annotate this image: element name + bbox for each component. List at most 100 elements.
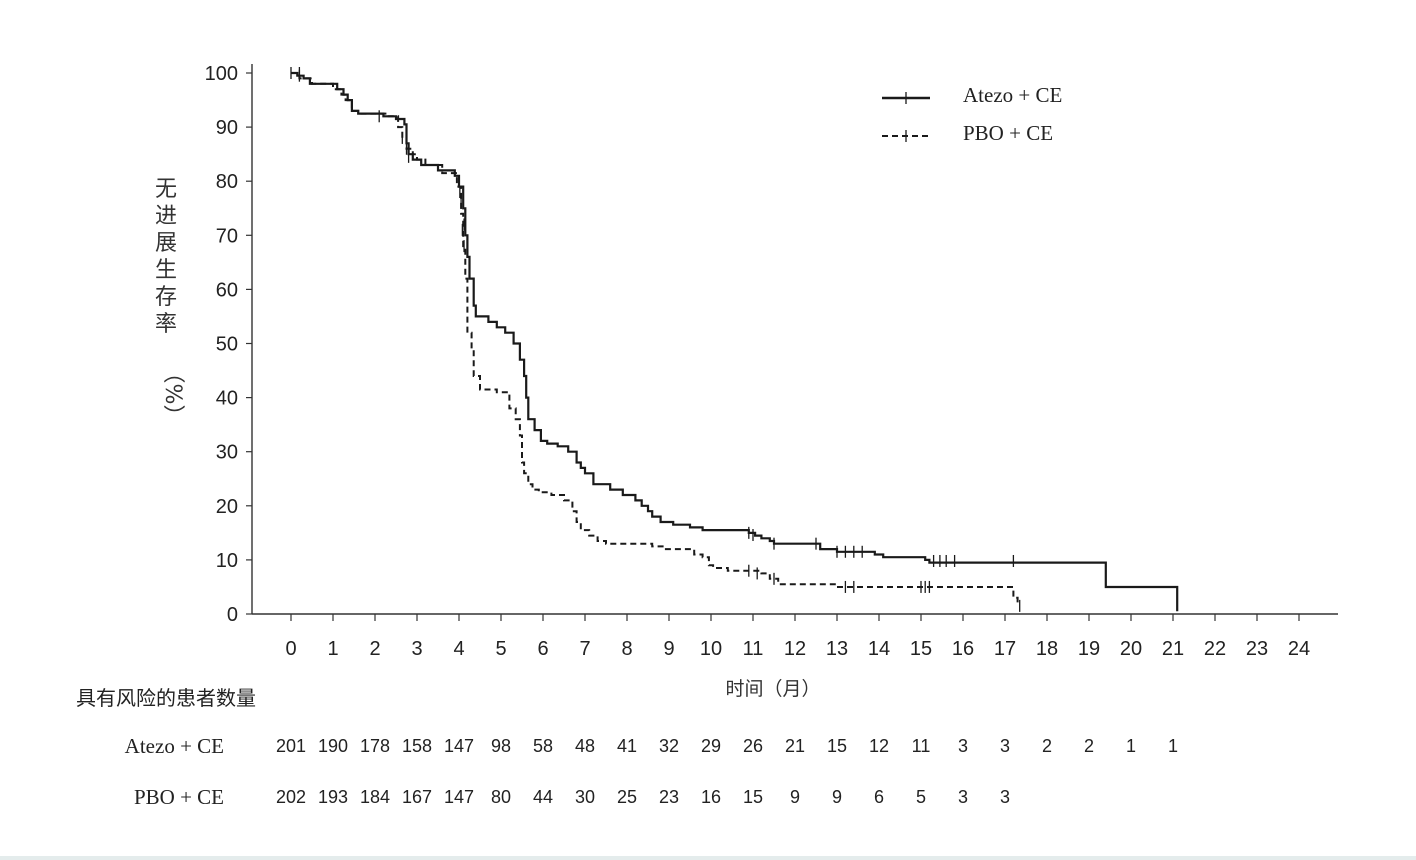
risk-count: 2 [1042, 736, 1052, 756]
risk-count: 3 [1000, 736, 1010, 756]
y-tick-label: 70 [216, 225, 238, 247]
risk-table: 具有风险的患者数量 Atezo + CE 201 190 178 158 147 98 58 4… [76, 686, 1178, 809]
x-tick-label: 7 [579, 638, 590, 660]
y-axis-label-char: 无 [155, 177, 177, 202]
risk-count: 6 [874, 787, 884, 807]
risk-count: 1 [1126, 736, 1136, 756]
risk-count: 201 [276, 736, 306, 756]
series-atezo-ce [290, 67, 1179, 612]
risk-count: 26 [743, 736, 763, 756]
bottom-strip [0, 856, 1416, 860]
risk-count: 3 [958, 787, 968, 807]
y-tick-label: 90 [216, 117, 238, 139]
x-tick-label: 11 [743, 638, 764, 660]
risk-table-title: 具有风险的患者数量 [76, 686, 256, 710]
risk-count: 147 [444, 787, 474, 807]
x-tick-label: 13 [826, 638, 848, 660]
x-tick-label: 16 [952, 638, 974, 660]
risk-row-label: Atezo + CE [125, 734, 224, 758]
risk-count: 23 [659, 787, 679, 807]
risk-count: 158 [402, 736, 432, 756]
risk-count: 80 [491, 787, 511, 807]
y-axis-label-char: 展 [155, 231, 177, 256]
risk-count: 11 [912, 736, 931, 756]
risk-count: 15 [743, 787, 763, 807]
y-axis-label-char: 生 [155, 258, 177, 283]
risk-count: 190 [318, 736, 348, 756]
x-tick-label: 24 [1288, 638, 1310, 660]
x-tick-label: 12 [784, 638, 806, 660]
risk-count: 202 [276, 787, 306, 807]
risk-count: 3 [1000, 787, 1010, 807]
x-tick-label: 14 [868, 638, 890, 660]
x-tick-label: 0 [285, 638, 296, 660]
x-tick-label: 22 [1204, 638, 1226, 660]
x-tick-label: 3 [411, 638, 422, 660]
y-tick-label: 80 [216, 171, 238, 193]
x-tick-label: 5 [495, 638, 506, 660]
risk-count: 1 [1168, 736, 1178, 756]
y-tick-label: 50 [216, 334, 238, 356]
legend-label-atezo-ce: Atezo + CE [963, 83, 1062, 107]
risk-count: 12 [869, 736, 889, 756]
x-tick-label: 8 [621, 638, 632, 660]
x-tick-label: 10 [700, 638, 722, 660]
risk-count: 9 [832, 787, 842, 807]
series-pbo-ce [291, 67, 1021, 612]
risk-count: 21 [785, 736, 805, 756]
y-tick-label: 0 [227, 604, 238, 626]
risk-count: 9 [790, 787, 800, 807]
survival-curves [290, 67, 1179, 612]
risk-count: 41 [617, 736, 637, 756]
y-axis-label-char: 进 [155, 204, 177, 229]
risk-count: 2 [1084, 736, 1094, 756]
risk-count: 30 [575, 787, 595, 807]
risk-count: 167 [402, 787, 432, 807]
x-tick-label: 4 [453, 638, 464, 660]
y-tick-label: 30 [216, 442, 238, 464]
x-tick-label: 15 [910, 638, 932, 660]
survival-curve-line [291, 72, 1019, 606]
x-tick-label: 23 [1246, 638, 1268, 660]
risk-count: 147 [444, 736, 474, 756]
risk-count: 32 [659, 736, 679, 756]
legend-label-pbo-ce: PBO + CE [963, 121, 1053, 145]
y-axis-label-unit: （%） [160, 362, 185, 427]
x-tick-label: 21 [1162, 638, 1184, 660]
x-tick-label: 18 [1036, 638, 1058, 660]
y-tick-label: 60 [216, 279, 238, 301]
risk-count: 16 [701, 787, 721, 807]
risk-count: 58 [533, 736, 553, 756]
risk-count: 193 [318, 787, 348, 807]
risk-count: 44 [533, 787, 553, 807]
y-tick-label: 20 [216, 496, 238, 518]
risk-count: 184 [360, 787, 390, 807]
y-tick-label: 40 [216, 388, 238, 410]
risk-count: 3 [958, 736, 968, 756]
risk-count: 29 [701, 736, 721, 756]
legend: Atezo + CE PBO + CE [882, 83, 1062, 145]
y-tick-label: 100 [205, 63, 238, 85]
y-tick-label: 10 [216, 550, 238, 572]
risk-count: 98 [491, 736, 511, 756]
y-axis-label-char: 率 [155, 312, 177, 337]
x-axis-label: 时间（月） [725, 678, 820, 700]
risk-count: 15 [827, 736, 847, 756]
x-tick-label: 20 [1120, 638, 1142, 660]
risk-count: 178 [360, 736, 390, 756]
x-tick-label: 6 [537, 638, 548, 660]
risk-count: 48 [575, 736, 595, 756]
x-tick-label: 1 [327, 638, 338, 660]
x-tick-label: 9 [663, 638, 674, 660]
risk-count: 25 [617, 787, 637, 807]
risk-count: 5 [916, 787, 926, 807]
x-tick-label: 17 [994, 638, 1016, 660]
y-axis-label-char: 存 [155, 285, 177, 310]
x-tick-label: 2 [369, 638, 380, 660]
survival-curve-line [291, 71, 1179, 612]
x-tick-label: 19 [1078, 638, 1100, 660]
risk-row-label: PBO + CE [134, 785, 224, 809]
